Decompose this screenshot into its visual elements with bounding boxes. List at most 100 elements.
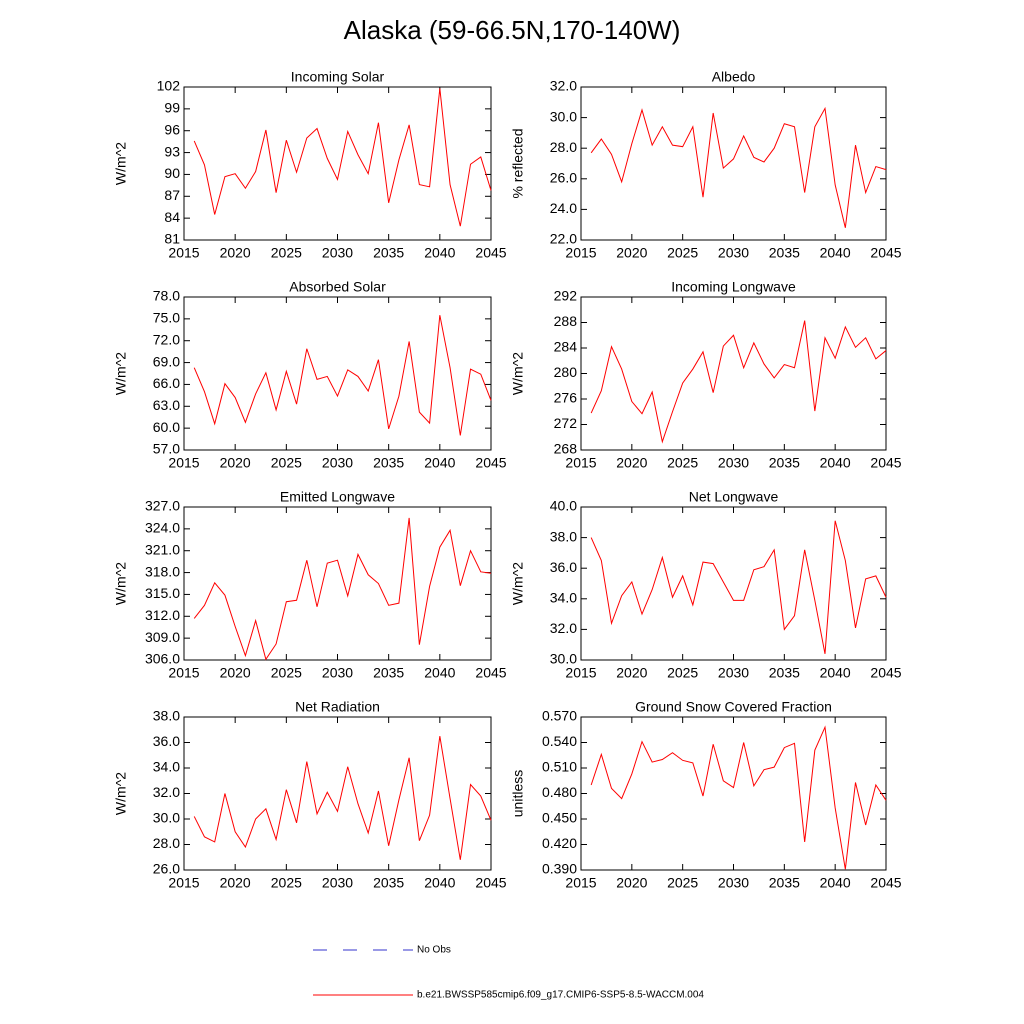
y-tick-label: 75.0 (153, 310, 180, 326)
y-tick-label: 30.0 (153, 810, 180, 826)
y-tick-label: 284 (554, 339, 578, 355)
plot-frame (183, 716, 492, 871)
y-tick-label: 0.480 (542, 784, 577, 800)
y-tick-label: 22.0 (550, 231, 577, 247)
y-tick-label: 40.0 (550, 498, 577, 514)
data-line (590, 725, 887, 870)
x-tick-label: 2025 (271, 455, 302, 471)
x-tick-label: 2025 (667, 455, 698, 471)
x-tick-label: 2040 (424, 455, 455, 471)
x-tick-label: 2040 (424, 875, 455, 891)
y-tick-label: 28.0 (550, 139, 577, 155)
x-tick-label: 2035 (373, 455, 404, 471)
x-tick-label: 2045 (870, 455, 901, 471)
y-tick-label: 32.0 (153, 784, 180, 800)
plot-frame (183, 296, 492, 451)
y-tick-label: 0.570 (542, 708, 577, 724)
y-tick-label: 324.0 (145, 520, 180, 536)
panel-title: Incoming Longwave (671, 279, 796, 295)
x-tick-label: 2040 (820, 665, 851, 681)
y-tick-label: 63.0 (153, 397, 180, 413)
x-tick-label: 2045 (475, 875, 506, 891)
y-tick-label: 36.0 (153, 733, 180, 749)
y-tick-label: 0.540 (542, 733, 577, 749)
y-tick-label: 280 (554, 364, 578, 380)
figure-title: Alaska (59-66.5N,170-140W) (344, 15, 681, 45)
x-tick-label: 2040 (820, 245, 851, 261)
x-tick-label: 2015 (565, 245, 596, 261)
x-tick-label: 2030 (718, 455, 749, 471)
y-tick-label: 306.0 (145, 651, 180, 667)
y-tick-label: 276 (554, 390, 578, 406)
x-tick-label: 2015 (168, 245, 199, 261)
x-tick-label: 2020 (220, 455, 251, 471)
panel-title: Net Longwave (689, 489, 779, 505)
x-tick-label: 2035 (373, 665, 404, 681)
plot-frame (580, 296, 887, 451)
x-tick-label: 2040 (424, 245, 455, 261)
y-tick-label: 292 (554, 288, 578, 304)
y-tick-label: 312.0 (145, 607, 180, 623)
y-tick-label: 288 (554, 313, 578, 329)
x-tick-label: 2025 (667, 875, 698, 891)
y-tick-label: 30.0 (550, 108, 577, 124)
y-axis-label: % reflected (510, 128, 526, 198)
y-tick-label: 0.450 (542, 810, 577, 826)
panel-title: Incoming Solar (291, 69, 385, 85)
y-tick-label: 24.0 (550, 200, 577, 216)
plot-frame (183, 506, 492, 661)
x-tick-label: 2030 (718, 665, 749, 681)
data-line (193, 736, 492, 860)
x-tick-label: 2015 (168, 665, 199, 681)
y-axis-label: W/m^2 (113, 562, 129, 605)
x-tick-label: 2040 (820, 455, 851, 471)
y-tick-label: 90 (164, 165, 180, 181)
y-tick-label: 26.0 (153, 861, 180, 877)
y-tick-label: 99 (164, 100, 180, 116)
y-tick-label: 36.0 (550, 559, 577, 575)
y-axis-label: W/m^2 (510, 352, 526, 395)
x-tick-label: 2020 (616, 875, 647, 891)
data-line (193, 315, 492, 436)
plot-frame (580, 506, 887, 661)
x-tick-label: 2030 (718, 245, 749, 261)
y-tick-label: 60.0 (153, 419, 180, 435)
x-tick-label: 2015 (168, 875, 199, 891)
y-tick-label: 72.0 (153, 331, 180, 347)
y-tick-label: 0.510 (542, 759, 577, 775)
x-tick-label: 2025 (271, 875, 302, 891)
y-axis-label: W/m^2 (113, 352, 129, 395)
y-tick-label: 34.0 (153, 759, 180, 775)
x-tick-label: 2020 (616, 455, 647, 471)
y-tick-label: 327.0 (145, 498, 180, 514)
panel-title: Albedo (712, 69, 756, 85)
x-tick-label: 2045 (870, 875, 901, 891)
panel-title: Net Radiation (295, 699, 380, 715)
x-tick-label: 2030 (718, 875, 749, 891)
y-tick-label: 81 (164, 231, 180, 247)
plot-frame (183, 86, 492, 241)
x-tick-label: 2045 (475, 455, 506, 471)
x-tick-label: 2045 (475, 665, 506, 681)
x-tick-label: 2040 (820, 875, 851, 891)
y-tick-label: 32.0 (550, 620, 577, 636)
y-tick-label: 84 (164, 209, 180, 225)
x-tick-label: 2020 (220, 875, 251, 891)
legend-label: No Obs (417, 945, 451, 956)
y-tick-label: 0.390 (542, 861, 577, 877)
x-tick-label: 2040 (424, 665, 455, 681)
data-line (590, 520, 887, 654)
y-tick-label: 0.420 (542, 835, 577, 851)
y-axis-label: W/m^2 (113, 142, 129, 185)
x-tick-label: 2015 (565, 875, 596, 891)
x-tick-label: 2035 (769, 665, 800, 681)
y-tick-label: 87 (164, 187, 180, 203)
y-tick-label: 268 (554, 441, 578, 457)
x-tick-label: 2035 (769, 875, 800, 891)
y-tick-label: 96 (164, 121, 180, 137)
x-tick-label: 2030 (322, 455, 353, 471)
x-tick-label: 2015 (565, 455, 596, 471)
y-tick-label: 69.0 (153, 353, 180, 369)
y-tick-label: 93 (164, 143, 180, 159)
